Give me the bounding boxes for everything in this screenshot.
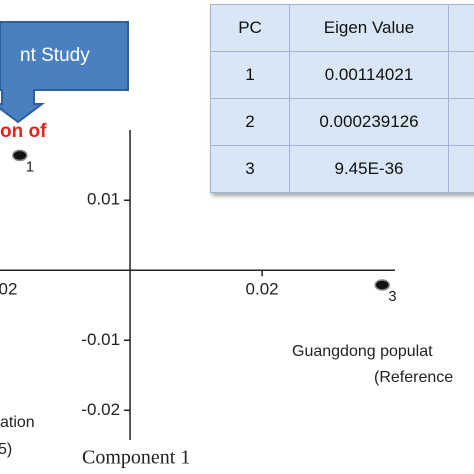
y-tick-label: 0.01 xyxy=(87,190,120,209)
table-cell: 0.00114021 xyxy=(289,51,449,99)
present-label: ation xyxy=(0,414,35,431)
y-tick-label: -0.01 xyxy=(81,330,120,349)
table-cell: 1 xyxy=(210,51,290,99)
point-label: 3 xyxy=(388,288,396,305)
callout-box xyxy=(0,21,129,124)
callout-text: nt Study xyxy=(20,45,90,66)
y-tick-label: -0.02 xyxy=(81,400,120,419)
x-tick-label: -0.02 xyxy=(0,280,17,299)
table-row: 2 0.000239126 xyxy=(210,98,474,146)
highlight-text: on of xyxy=(0,121,47,142)
eigen-table: PC Eigen Value 1 0.00114021 2 0.000239126 3 9.4… xyxy=(210,4,474,193)
point xyxy=(374,279,390,291)
present-label: 5) xyxy=(0,441,12,458)
table-row: 1 0.00114021 xyxy=(210,51,474,99)
table-cell xyxy=(448,145,474,193)
table-cell: 3 xyxy=(210,145,290,193)
table-cell: Eigen Value xyxy=(289,4,449,52)
table-cell: 9.45E-36 xyxy=(289,145,449,193)
ref-label: Guangdong populat xyxy=(292,343,433,360)
ref-label: (Reference xyxy=(374,369,453,386)
x-axis-label: Component 1 xyxy=(82,447,190,469)
table-row: 3 9.45E-36 xyxy=(210,145,474,193)
point xyxy=(12,149,28,162)
x-tick-label: 0.02 xyxy=(246,280,279,299)
table-cell: PC xyxy=(210,4,290,52)
table-cell: 0.000239126 xyxy=(289,98,449,146)
point-label: 1 xyxy=(26,158,34,175)
table-cell xyxy=(448,4,474,52)
table-cell xyxy=(448,51,474,99)
table-cell: 2 xyxy=(210,98,290,146)
table-cell xyxy=(448,98,474,146)
table-row: PC Eigen Value xyxy=(210,4,474,52)
